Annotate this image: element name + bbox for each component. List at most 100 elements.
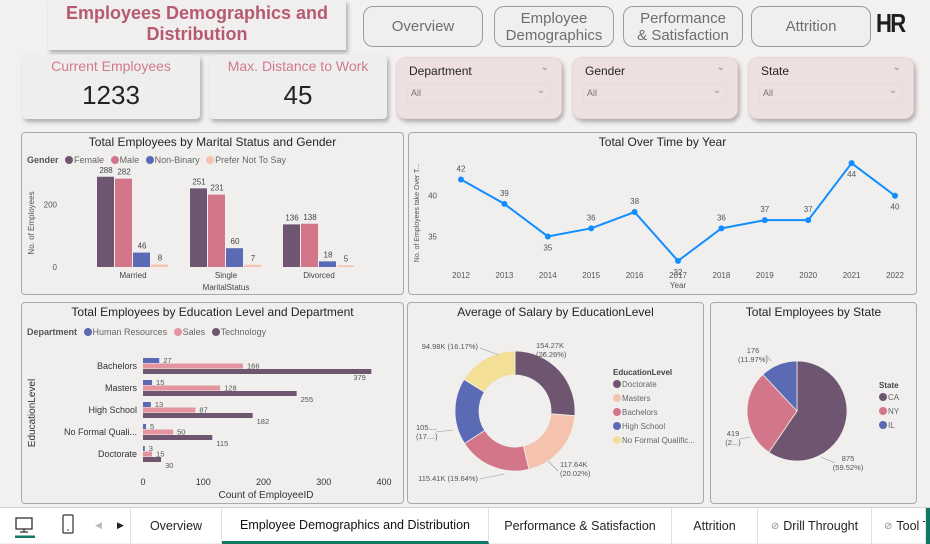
legend-item[interactable]: Non-Binary [142,155,200,165]
bar [143,429,174,435]
bar [143,407,196,413]
tab-overview[interactable]: Overview [130,508,222,544]
tab-label: Employee Demographics and Distribution [240,517,470,532]
legend-item[interactable]: Human Resources [80,327,167,337]
tab-tooltip[interactable]: ⊘Tool T [872,508,926,544]
legend-item[interactable]: NY [879,407,899,416]
nav-button-employee-demographics[interactable]: Employee Demographics [494,6,614,47]
scroll-left-icon[interactable]: ◀ [95,520,102,530]
data-label: 136 [285,213,299,222]
legend-item[interactable]: Bachelors [613,408,695,417]
legend-item[interactable]: IL [879,421,899,430]
data-label: 18 [324,250,333,259]
legend-item[interactable]: Male [107,155,139,165]
leader-line [547,460,559,472]
legend-item[interactable]: Female [61,155,104,165]
scroll-right-icon[interactable]: ▶ [117,520,124,530]
legend-item[interactable]: Doctorate [613,380,695,389]
data-label: 46 [138,242,147,251]
legend-item[interactable]: Sales [170,327,206,337]
data-label: (2...) [725,438,741,447]
tab-label: Tool T [896,519,925,533]
data-label: 32 [674,268,683,277]
tab-drill-through[interactable]: ⊘ Drill Throught [758,508,872,544]
legend-label: Non-Binary [154,155,200,165]
marital-bar-chart: 0 200 No. of Employees 288 282 46 8 Married 251 2… [27,166,354,292]
bar [208,194,225,267]
nav-button-performance-satisfaction[interactable]: Performance & Satisfaction [623,6,743,47]
data-label: 36 [587,213,596,222]
legend-dot-icon [613,436,621,444]
data-label: 379 [353,373,366,382]
slicer-gender[interactable]: Gender ⌄ All ⌄ [572,57,738,119]
x-tick-label: 2013 [496,271,514,280]
x-tick-label: 2020 [799,271,817,280]
legend-item[interactable]: Prefer Not To Say [202,155,286,165]
tab-performance-satisfaction[interactable]: Performance & Satisfaction [489,508,672,544]
mobile-view-icon[interactable] [60,514,76,541]
data-label: 115.41K (19.64%) [418,474,478,483]
data-label: 15 [156,378,164,387]
chevron-down-icon[interactable]: ⌄ [716,62,725,73]
chart-title: Total Employees by Marital Status and Ge… [88,135,337,149]
tab-attrition[interactable]: Attrition [672,508,758,544]
bar [143,446,145,451]
chevron-down-icon: ⌄ [888,85,897,96]
legend-item[interactable]: Technology [208,327,266,337]
legend-label: Sales [182,327,206,337]
y-tick-label: 40 [428,192,437,201]
chevron-down-icon[interactable]: ⌄ [892,62,901,73]
chevron-down-icon: ⌄ [536,85,545,96]
bar [226,248,243,267]
pie-slice [746,373,798,453]
nav-button-attrition[interactable]: Attrition [751,6,871,47]
bar [143,413,253,418]
nav-button-overview[interactable]: Overview [363,6,483,47]
data-label: 44 [847,170,856,179]
bar [143,457,162,462]
data-label: (59.52%) [833,463,864,472]
x-tick-label: 200 [256,477,271,487]
chevron-down-icon[interactable]: ⌄ [540,62,549,73]
legend-label: No Formal Qualific... [622,436,695,445]
chart-title: Average of Salary by EducationLevel [457,305,654,319]
legend-title: State [879,381,899,390]
series-line [460,161,896,263]
legend-item[interactable]: CA [879,393,899,402]
slicer-state[interactable]: State ⌄ All ⌄ [748,57,914,119]
data-label: 105.... [416,423,437,432]
y-tick-label: 35 [428,232,437,241]
desktop-view-icon[interactable] [14,516,36,543]
kpi-value: 1233 [82,80,140,110]
legend-item[interactable]: High School [613,422,695,431]
slicer-dropdown[interactable]: All ⌄ [407,83,551,103]
donut-slice [514,350,576,417]
x-tick-label: 2022 [886,271,904,280]
data-label: 35 [543,243,552,252]
tab-employee-demographics[interactable]: Employee Demographics and Distribution [222,508,489,544]
kpi-value: 45 [283,80,313,110]
legend-label: NY [888,407,900,416]
slicer-value: All [587,88,598,98]
slicer-dropdown[interactable]: All ⌄ [759,83,903,103]
bar [283,224,300,267]
data-label: 419 [727,429,740,438]
data-label: 5 [344,254,349,263]
legend-item[interactable]: No Formal Qualific... [613,436,695,445]
data-label: (26.26%) [536,350,567,359]
legend-dot-icon [83,328,92,336]
data-label: 255 [301,395,314,404]
slicer-dropdown[interactable]: All ⌄ [583,83,727,103]
x-tick-label: Married [119,271,146,280]
y-tick-label: High School [88,405,137,415]
leader-line [738,436,752,440]
legend-item[interactable]: Masters [613,394,695,403]
slicer-department[interactable]: Department ⌄ All ⌄ [396,57,562,119]
legend-label: IL [888,421,895,430]
data-point [761,217,768,224]
data-point [631,209,638,216]
data-label: 154.27K [536,341,564,350]
legend-dot-icon [613,380,621,388]
legend-dot-icon [613,394,621,402]
bar [143,391,297,396]
